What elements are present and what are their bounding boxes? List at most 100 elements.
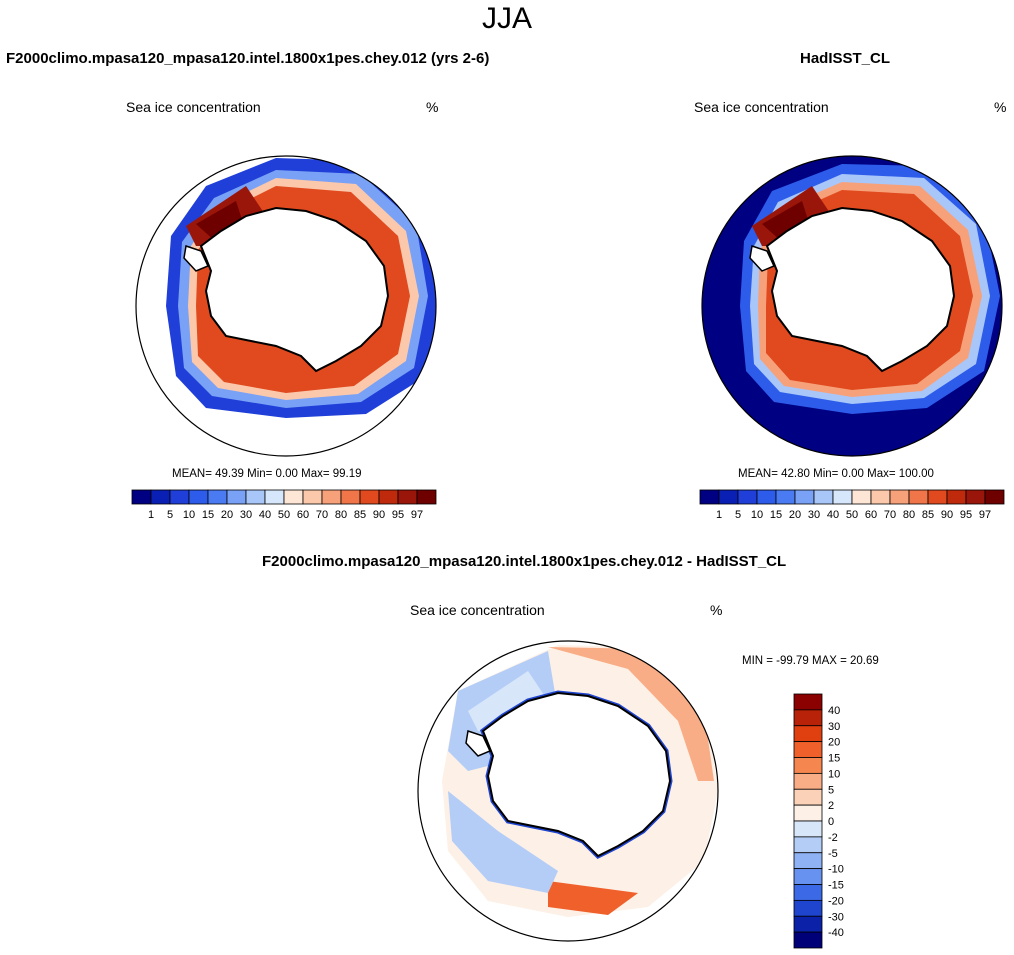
model-colorbar-tick-label: 60 [297, 509, 309, 521]
model-colorbar-swatch [378, 489, 399, 505]
diff-colorbar-swatch [793, 915, 823, 933]
obs-colorbar-tick-label: 50 [846, 509, 858, 521]
model-colorbar-swatch [226, 489, 247, 505]
model-colorbar-tick-label: 20 [221, 509, 233, 521]
diff-colorbar-tick-label: -5 [828, 848, 838, 860]
antarctica-land [765, 206, 956, 373]
model-colorbar-swatch [264, 489, 285, 505]
obs-colorbar-swatch [984, 489, 1005, 505]
antarctica-land [199, 206, 390, 373]
model-colorbar-tick-label: 90 [373, 509, 385, 521]
diff-colorbar-swatch [793, 836, 823, 854]
model-sea-ice-map [135, 155, 437, 457]
obs-colorbar-swatch [908, 489, 929, 505]
model-colorbar-swatch [340, 489, 361, 505]
diff-colorbar-swatch [793, 804, 823, 822]
diff-colorbar-swatch [793, 868, 823, 885]
diff-colorbar-tick-label: -30 [828, 911, 844, 923]
obs-colorbar-tick-label: 90 [941, 509, 953, 521]
obs-colorbar-swatch [851, 489, 872, 505]
diff-panel-title: F2000climo.mpasa120_mpasa120.intel.1800x… [262, 553, 787, 570]
model-colorbar-tick-label: 50 [278, 509, 290, 521]
model-colorbar-tick-label: 97 [411, 509, 423, 521]
obs-colorbar-swatch [718, 489, 739, 505]
diff-colorbar-tick-label: 15 [828, 753, 840, 765]
obs-colorbar-tick-label: 85 [922, 509, 934, 521]
model-colorbar-swatch [359, 489, 380, 505]
map-boundary [417, 640, 719, 942]
diff-colorbar-tick-label: 20 [828, 737, 840, 749]
diff-colorbar-swatch [793, 725, 823, 743]
obs-colorbar-swatch [737, 489, 758, 505]
obs-colorbar-swatch [794, 489, 815, 505]
obs-colorbar-swatch [813, 489, 834, 505]
obs-colorbar-tick-label: 20 [789, 509, 801, 521]
model-colorbar-swatch [283, 489, 304, 505]
model-colorbar-swatch [188, 489, 209, 505]
obs-colorbar-tick-label: 40 [827, 509, 839, 521]
model-colorbar-swatch [321, 489, 342, 505]
diff-colorbar-tick-label: -20 [828, 895, 844, 907]
diff-colorbar-swatch [793, 931, 823, 949]
diff-colorbar-tick-label: -2 [828, 832, 838, 844]
model-colorbar-tick-label: 5 [167, 509, 173, 521]
obs-colorbar-tick-label: 5 [735, 509, 741, 521]
obs-colorbar-tick-label: 70 [884, 509, 896, 521]
model-colorbar-swatch [245, 489, 266, 505]
obs-colorbar-tick-label: 10 [751, 509, 763, 521]
obs-panel-title: HadISST_CL [800, 50, 891, 67]
map-boundary [135, 155, 437, 457]
obs-sea-ice-map [701, 155, 1003, 457]
obs-stats: MEAN= 42.80 Min= 0.00 Max= 100.00 [738, 468, 934, 480]
model-colorbar-swatch [150, 489, 171, 505]
model-colorbar-tick-label: 10 [183, 509, 195, 521]
model-colorbar-tick-label: 80 [335, 509, 347, 521]
diff-colorbar-swatch [793, 820, 823, 838]
obs-colorbar-swatch [965, 489, 986, 505]
model-colorbar-swatch [169, 489, 190, 505]
obs-variable-label: Sea ice concentration [694, 99, 829, 115]
model-colorbar-tick-label: 30 [240, 509, 252, 521]
obs-colorbar-swatch [775, 489, 796, 505]
diff-positive-south [548, 881, 638, 915]
map-boundary [701, 155, 1003, 457]
diff-colorbar-swatch [793, 852, 823, 870]
obs-colorbar-tick-label: 95 [960, 509, 972, 521]
obs-colorbar-swatch [832, 489, 853, 505]
obs-colorbar-tick-label: 1 [716, 509, 722, 521]
peninsula-land [749, 245, 776, 272]
model-colorbar-swatch [302, 489, 323, 505]
model-colorbar-swatch [131, 489, 152, 505]
model-colorbar-swatch [416, 489, 437, 505]
diff-negative-ross [448, 791, 558, 893]
obs-colorbar-swatch [699, 489, 720, 505]
diff-colorbar-swatch [793, 788, 823, 806]
model-units-label: % [426, 99, 439, 115]
obs-colorbar-tick-label: 80 [903, 509, 915, 521]
model-colorbar-tick-label: 95 [392, 509, 404, 521]
obs-colorbar-swatch [889, 489, 910, 505]
diff-colorbar-tick-label: -15 [828, 880, 844, 892]
diff-variable-label: Sea ice concentration [410, 602, 545, 618]
obs-colorbar-swatch [870, 489, 891, 505]
model-colorbar-swatch [397, 489, 418, 505]
model-colorbar-tick-label: 1 [148, 509, 154, 521]
model-colorbar: 1 5 10 15 20 30 40 50 60 70 80 85 90 95 97 [131, 489, 437, 521]
diff-colorbar-swatch [793, 741, 823, 758]
diff-colorbar-tick-label: 5 [828, 784, 834, 796]
peninsula-land [465, 730, 492, 757]
model-colorbar-tick-label: 40 [259, 509, 271, 521]
obs-colorbar-tick-label: 15 [770, 509, 782, 521]
model-colorbar-tick-label: 70 [316, 509, 328, 521]
season-title: JJA [481, 2, 532, 35]
diff-colorbar-tick-label: -40 [828, 927, 844, 939]
model-panel-title: F2000climo.mpasa120_mpasa120.intel.1800x… [6, 50, 490, 67]
diff-colorbar-swatch [793, 693, 823, 711]
obs-colorbar-swatch [756, 489, 777, 505]
diff-colorbar-swatch [793, 709, 823, 727]
obs-colorbar: 1 5 10 15 20 30 40 50 60 70 80 85 90 95 97 [699, 489, 1005, 521]
obs-colorbar-swatch [927, 489, 948, 505]
antarctica-land [481, 691, 672, 858]
peninsula-land [183, 245, 210, 272]
